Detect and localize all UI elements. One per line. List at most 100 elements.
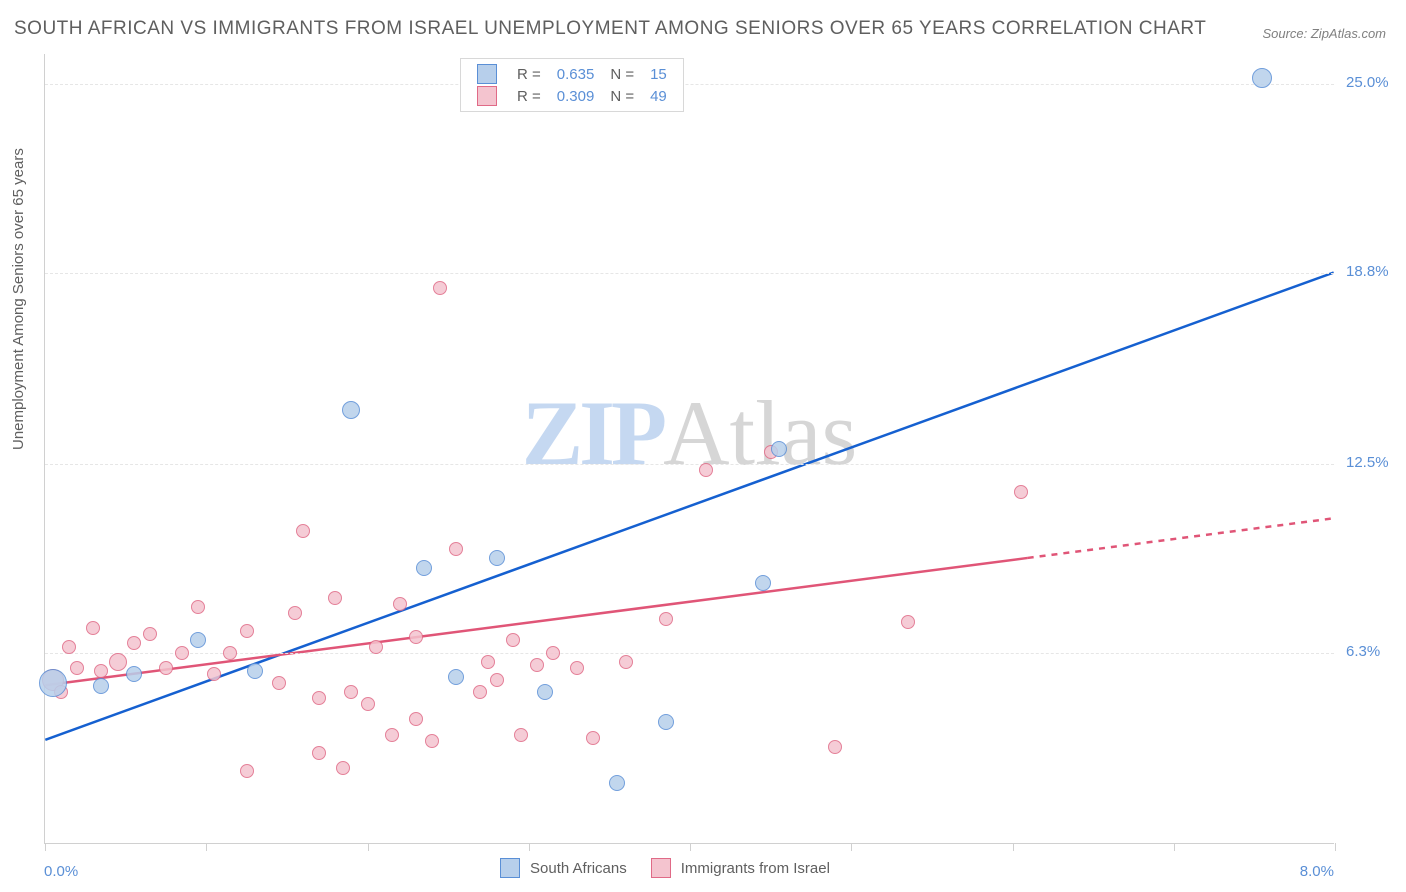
y-tick-label: 6.3%	[1346, 643, 1380, 660]
data-point	[191, 600, 205, 614]
data-point	[409, 712, 423, 726]
watermark: ZIPAtlas	[522, 380, 858, 486]
legend-r-value: 0.635	[549, 63, 603, 85]
x-tick	[1174, 843, 1175, 851]
gridline	[45, 653, 1334, 654]
data-point	[240, 624, 254, 638]
data-point	[328, 591, 342, 605]
data-point	[336, 761, 350, 775]
data-point	[449, 542, 463, 556]
x-tick	[851, 843, 852, 851]
legend-swatch	[477, 86, 497, 106]
data-point	[1252, 68, 1272, 88]
data-point	[619, 655, 633, 669]
legend-r-label: R =	[509, 63, 549, 85]
data-point	[490, 673, 504, 687]
y-axis-label: Unemployment Among Seniors over 65 years	[10, 148, 27, 450]
x-tick	[368, 843, 369, 851]
gridline	[45, 84, 1334, 85]
data-point	[93, 678, 109, 694]
data-point	[570, 661, 584, 675]
legend-n-label: N =	[602, 63, 642, 85]
data-point	[39, 669, 67, 697]
data-point	[828, 740, 842, 754]
data-point	[342, 401, 360, 419]
x-axis-min-label: 0.0%	[44, 863, 78, 880]
data-point	[481, 655, 495, 669]
data-point	[546, 646, 560, 660]
legend-r-value: 0.309	[549, 85, 603, 107]
legend-n-value: 15	[642, 63, 675, 85]
data-point	[448, 669, 464, 685]
legend-stat-row: R =0.635N =15	[469, 63, 675, 85]
data-point	[530, 658, 544, 672]
data-point	[409, 630, 423, 644]
legend-item: Immigrants from Israel	[651, 858, 830, 878]
data-point	[62, 640, 76, 654]
y-tick-label: 25.0%	[1346, 74, 1389, 91]
data-point	[240, 764, 254, 778]
data-point	[288, 606, 302, 620]
data-point	[393, 597, 407, 611]
data-point	[159, 661, 173, 675]
data-point	[514, 728, 528, 742]
x-axis-max-label: 8.0%	[1300, 863, 1334, 880]
trend-lines-svg	[45, 54, 1334, 843]
data-point	[296, 524, 310, 538]
gridline	[45, 464, 1334, 465]
data-point	[489, 550, 505, 566]
data-point	[385, 728, 399, 742]
x-tick	[529, 843, 530, 851]
legend-n-label: N =	[602, 85, 642, 107]
legend-r-label: R =	[509, 85, 549, 107]
data-point	[143, 627, 157, 641]
x-tick	[1013, 843, 1014, 851]
data-point	[659, 612, 673, 626]
source-attribution: Source: ZipAtlas.com	[1262, 26, 1386, 41]
legend-label: South Africans	[530, 860, 627, 877]
y-tick-label: 18.8%	[1346, 263, 1389, 280]
watermark-part-b: Atlas	[663, 382, 857, 484]
data-point	[369, 640, 383, 654]
legend-n-value: 49	[642, 85, 675, 107]
data-point	[1014, 485, 1028, 499]
data-point	[190, 632, 206, 648]
data-point	[586, 731, 600, 745]
data-point	[416, 560, 432, 576]
data-point	[207, 667, 221, 681]
legend-swatch	[500, 858, 520, 878]
legend-swatch	[477, 64, 497, 84]
trend-line-extrapolated	[1028, 518, 1334, 558]
data-point	[109, 653, 127, 671]
data-point	[127, 636, 141, 650]
data-point	[755, 575, 771, 591]
data-point	[86, 621, 100, 635]
data-point	[506, 633, 520, 647]
legend-correlation-stats: R =0.635N =15R =0.309N =49	[460, 58, 684, 112]
y-tick-label: 12.5%	[1346, 454, 1389, 471]
x-tick	[690, 843, 691, 851]
legend-swatch	[651, 858, 671, 878]
gridline	[45, 273, 1334, 274]
data-point	[312, 746, 326, 760]
data-point	[126, 666, 142, 682]
data-point	[344, 685, 358, 699]
data-point	[699, 463, 713, 477]
data-point	[247, 663, 263, 679]
data-point	[70, 661, 84, 675]
data-point	[312, 691, 326, 705]
chart-title: SOUTH AFRICAN VS IMMIGRANTS FROM ISRAEL …	[14, 18, 1206, 40]
legend-label: Immigrants from Israel	[681, 860, 830, 877]
data-point	[901, 615, 915, 629]
legend-series: South Africans Immigrants from Israel	[500, 858, 830, 878]
data-point	[537, 684, 553, 700]
data-point	[223, 646, 237, 660]
data-point	[433, 281, 447, 295]
x-tick	[1335, 843, 1336, 851]
legend-stats-table: R =0.635N =15R =0.309N =49	[469, 63, 675, 107]
legend-stat-row: R =0.309N =49	[469, 85, 675, 107]
x-tick	[206, 843, 207, 851]
data-point	[425, 734, 439, 748]
data-point	[473, 685, 487, 699]
data-point	[361, 697, 375, 711]
